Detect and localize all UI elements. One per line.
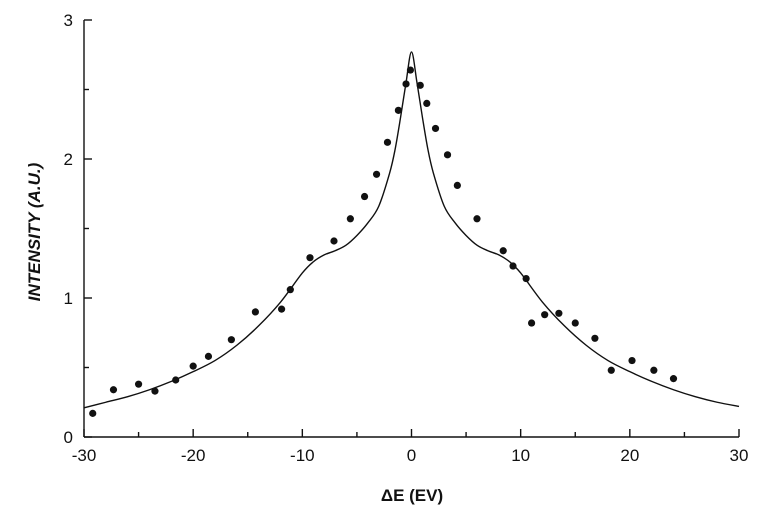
x-tick-label: 20	[620, 446, 639, 465]
x-tick-label: 10	[511, 446, 530, 465]
data-point	[509, 262, 517, 270]
data-point	[109, 386, 118, 394]
data-point	[134, 380, 143, 388]
data-point	[473, 215, 481, 223]
data-point	[189, 362, 197, 370]
data-point	[406, 66, 415, 74]
data-point	[453, 181, 461, 190]
y-axis-title: INTENSITY (A.U.)	[25, 162, 44, 301]
data-point	[286, 286, 294, 294]
y-tick-label: 2	[64, 150, 73, 169]
data-point	[571, 319, 579, 327]
data-points	[89, 66, 678, 417]
x-tick-label: -30	[72, 446, 97, 465]
data-point	[591, 334, 599, 342]
data-point	[227, 336, 235, 344]
y-tick-label: 0	[64, 428, 73, 447]
data-point	[306, 254, 314, 262]
data-point	[499, 247, 507, 255]
data-point	[251, 308, 259, 316]
data-point	[394, 106, 402, 114]
x-axis-title: ΔE (EV)	[381, 486, 443, 505]
data-point	[527, 319, 536, 327]
x-tick-label: 30	[730, 446, 749, 465]
data-point	[89, 409, 97, 417]
y-tick-label: 3	[64, 11, 73, 30]
axes	[83, 20, 739, 438]
x-ticks: -30 -20 -10 0 10 20 30	[72, 429, 749, 465]
data-point	[669, 375, 678, 383]
data-point	[204, 352, 213, 360]
data-point	[360, 192, 369, 201]
data-point	[650, 366, 658, 374]
data-point	[346, 215, 354, 223]
data-point	[423, 99, 431, 107]
data-point	[383, 138, 392, 146]
data-point	[522, 274, 530, 283]
data-point	[330, 237, 338, 245]
data-point	[555, 309, 563, 317]
x-tick-label: -10	[290, 446, 315, 465]
data-point	[541, 311, 549, 319]
data-point	[372, 170, 381, 178]
data-point	[416, 81, 424, 89]
fit-line	[83, 51, 740, 409]
data-point	[402, 80, 410, 88]
x-tick-label: 0	[407, 446, 416, 465]
data-point	[277, 305, 286, 313]
data-point	[628, 356, 636, 365]
x-tick-label: -20	[181, 446, 206, 465]
y-tick-label: 1	[64, 289, 73, 308]
data-point	[607, 366, 615, 374]
data-point	[172, 376, 180, 384]
data-point	[151, 387, 159, 395]
data-point	[431, 124, 440, 133]
data-point	[443, 151, 452, 159]
y-ticks: 0 1 2 3	[64, 11, 92, 447]
